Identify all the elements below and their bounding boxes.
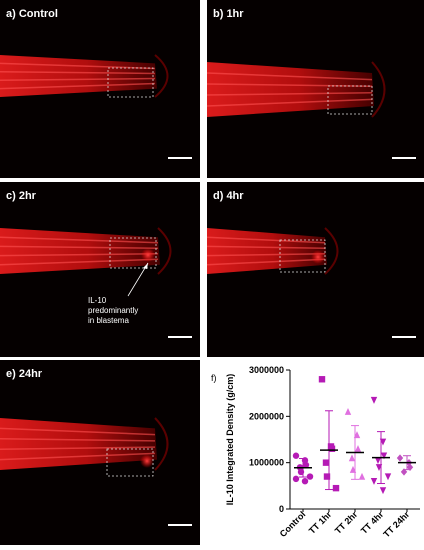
data-point: [301, 478, 309, 485]
data-point: [384, 473, 392, 481]
y-tick-label: 2000000: [249, 411, 284, 421]
muscle-stripe: [206, 92, 373, 96]
data-point: [292, 475, 300, 483]
data-point: [292, 452, 300, 459]
blastema-signal: [140, 454, 154, 468]
y-tick-label: 1000000: [249, 458, 284, 468]
muscle-stripe: [0, 446, 156, 450]
muscle-stripe: [0, 77, 156, 81]
muscle-stripe: [0, 427, 156, 436]
data-point: [374, 457, 382, 465]
data-point: [318, 376, 326, 383]
panel-label: c) 2hr: [6, 190, 37, 202]
muscle-stripe: [206, 236, 326, 244]
annotation: predominantly: [88, 306, 138, 315]
blastema-signal: [311, 250, 325, 264]
panel-label: a) Control: [6, 8, 58, 20]
panel-label: b) 1hr: [213, 8, 244, 20]
blastema-signal: [141, 248, 155, 262]
muscle-stripe: [206, 72, 373, 81]
fin: [157, 227, 172, 275]
muscle-stripe: [0, 245, 159, 249]
fish-tail: [0, 228, 160, 274]
roi-box: [106, 448, 154, 477]
panel-label: d) 4hr: [213, 190, 244, 202]
fish-tail: [0, 55, 157, 97]
muscle-stripe: [0, 438, 156, 442]
annotation-arrow: [127, 262, 149, 297]
y-tick-label: 0: [279, 504, 284, 514]
data-point: [358, 472, 366, 480]
muscle-stripe: [0, 452, 156, 461]
data-point: [322, 459, 330, 466]
data-point: [302, 461, 310, 469]
arrow-head: [143, 263, 148, 269]
muscle-stripe: [0, 253, 159, 257]
y-axis-label: IL-10 Integrated Density (g/cm): [225, 374, 235, 506]
fin: [371, 61, 386, 118]
data-point: [370, 396, 378, 404]
data-point: [354, 445, 362, 452]
roi-box: [109, 237, 157, 269]
data-point: [370, 478, 378, 485]
fish-tail: [0, 418, 157, 470]
fish-tail: [207, 228, 327, 274]
panel-label: e) 24hr: [6, 368, 43, 380]
muscle-stripe: [0, 82, 156, 90]
data-point: [396, 454, 404, 462]
fin: [154, 54, 169, 98]
x-tick-label: TT 2hr: [333, 509, 360, 536]
data-point: [306, 473, 314, 480]
fin: [154, 417, 169, 471]
x-tick-label: TT 1hr: [307, 509, 334, 536]
data-point: [379, 487, 387, 495]
muscle-stripe: [0, 71, 156, 75]
panel-label: f): [211, 373, 217, 383]
annotation: in blastema: [88, 316, 129, 325]
muscle-stripe: [0, 258, 159, 266]
muscle-stripe: [206, 253, 326, 257]
data-point: [344, 408, 352, 415]
muscle-stripe: [0, 236, 159, 244]
muscle-stripe: [206, 258, 326, 266]
data-point: [328, 445, 336, 452]
data-point: [380, 452, 388, 460]
y-tick-label: 3000000: [249, 365, 284, 375]
roi-box: [327, 85, 373, 115]
muscle-stripe: [206, 98, 373, 107]
roi-box: [279, 239, 326, 273]
data-point: [332, 484, 340, 492]
roi-box: [107, 67, 154, 98]
fin: [324, 227, 339, 275]
muscle-stripe: [206, 245, 326, 249]
x-tick-label: TT 24hr: [381, 509, 411, 539]
data-point: [348, 454, 356, 462]
data-point: [323, 473, 331, 480]
annotation: IL-10: [88, 296, 107, 305]
fish-tail: [207, 62, 374, 117]
